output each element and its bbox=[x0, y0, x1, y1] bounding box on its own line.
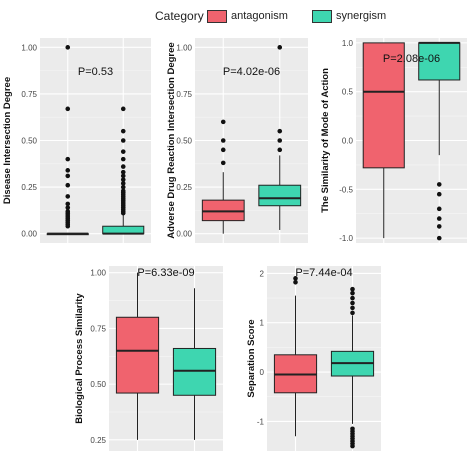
outlier-point bbox=[277, 138, 283, 143]
outlier-point bbox=[120, 106, 126, 112]
y-tick-label: 0.5 bbox=[342, 88, 354, 97]
outlier-point bbox=[120, 156, 126, 162]
chart-panel-3: -1.0 -0.5 0.0 0.5 1.0 P=2.08e-06 The Similarit… bbox=[320, 38, 467, 243]
y-axis-label: Disease Intersection Degree bbox=[2, 77, 13, 204]
y-tick-label: 0.75 bbox=[21, 90, 37, 99]
y-tick-label: 1.00 bbox=[176, 43, 192, 52]
outlier-point bbox=[436, 216, 442, 221]
outlier-point bbox=[120, 188, 126, 194]
y-tick-label: -1 bbox=[257, 417, 265, 426]
outlier-point bbox=[65, 106, 71, 112]
outlier-point bbox=[120, 184, 126, 190]
outlier-point bbox=[277, 128, 283, 134]
outlier-point bbox=[65, 201, 71, 207]
legend-title: Category bbox=[155, 9, 204, 23]
legend-label-antagonism: antagonism bbox=[231, 10, 288, 22]
box-synergism bbox=[258, 184, 302, 207]
outlier-point bbox=[120, 181, 126, 186]
chart-panel-2: 0.00 0.25 0.50 0.75 1.00 P=4.02e-06 Adverse Dr… bbox=[166, 38, 308, 243]
y-tick-label: 0.50 bbox=[21, 137, 37, 146]
y-tick-label: 0 bbox=[260, 368, 265, 377]
y-axis-label: The Similarity of Mode of Action bbox=[320, 68, 331, 213]
y-tick-label: 1.0 bbox=[342, 39, 354, 48]
legend: Category antagonism synergism bbox=[0, 6, 474, 28]
p-value-label: P=0.53 bbox=[78, 66, 113, 78]
y-tick-label: 2 bbox=[260, 269, 265, 278]
outlier-point bbox=[436, 235, 442, 241]
outlier-point bbox=[436, 191, 442, 197]
box-antagonism bbox=[115, 316, 160, 394]
outlier-point bbox=[293, 279, 298, 285]
y-axis-label: Adverse Drug Reaction Intersection Degre… bbox=[166, 42, 177, 238]
box-synergism bbox=[102, 225, 145, 235]
outlier-point bbox=[120, 128, 126, 134]
y-axis-label: Biological Process Similarity bbox=[74, 293, 85, 424]
outlier-point bbox=[65, 194, 71, 199]
chart-panel-4: 0.25 0.50 0.75 1.00 P=6.33e-09 Biological Pro… bbox=[74, 266, 223, 451]
outlier-point bbox=[220, 138, 226, 143]
y-tick-label: 1.00 bbox=[90, 269, 106, 278]
outlier-point bbox=[120, 138, 126, 143]
y-tick-label: -0.5 bbox=[339, 185, 353, 194]
p-value-label: P=4.02e-06 bbox=[223, 66, 280, 78]
outlier-point bbox=[350, 300, 355, 306]
p-value-label: P=7.44e-04 bbox=[295, 267, 352, 279]
outlier-point bbox=[65, 45, 71, 50]
legend-swatch-synergism bbox=[312, 10, 332, 23]
outlier-point bbox=[436, 224, 442, 229]
box-antagonism bbox=[362, 42, 405, 169]
box-synergism bbox=[418, 42, 461, 81]
y-axis-label: Separation Score bbox=[246, 319, 257, 397]
y-tick-label: 0.00 bbox=[21, 230, 37, 239]
legend-label-synergism: synergism bbox=[336, 10, 387, 22]
legend-swatch-antagonism bbox=[207, 10, 227, 23]
y-tick-label: 0.75 bbox=[90, 324, 106, 333]
outlier-point bbox=[120, 177, 126, 182]
p-value-label: P=6.33e-09 bbox=[137, 267, 194, 279]
outlier-point bbox=[65, 168, 71, 173]
y-tick-label: 0.50 bbox=[90, 380, 106, 389]
y-tick-label: 0.25 bbox=[176, 183, 192, 192]
y-tick-label: 0.0 bbox=[342, 137, 354, 146]
outlier-point bbox=[120, 149, 126, 154]
y-tick-label: 0.50 bbox=[176, 137, 192, 146]
outlier-point bbox=[436, 182, 442, 187]
outlier-point bbox=[120, 173, 126, 179]
outlier-point bbox=[65, 209, 71, 214]
y-tick-label: 0.25 bbox=[21, 183, 37, 192]
y-tick-label: 1.00 bbox=[21, 43, 37, 52]
outlier-point bbox=[293, 276, 298, 281]
y-tick-label: 0.25 bbox=[90, 436, 106, 445]
p-value-label: P=2.08e-06 bbox=[383, 53, 440, 65]
outlier-point bbox=[277, 147, 283, 153]
y-tick-label: 0.75 bbox=[176, 90, 192, 99]
outlier-point bbox=[350, 443, 355, 449]
outlier-point bbox=[350, 286, 355, 292]
chart-panel-1: 0.00 0.25 0.50 0.75 1.00 P=0.53 Disease Inters… bbox=[2, 38, 151, 243]
outlier-point bbox=[220, 119, 226, 125]
outlier-point bbox=[220, 160, 226, 166]
outlier-point bbox=[350, 290, 355, 296]
outlier-point bbox=[65, 182, 71, 188]
y-tick-label: -1.0 bbox=[339, 234, 353, 243]
outlier-point bbox=[65, 205, 71, 210]
outlier-point bbox=[350, 305, 355, 311]
outlier-point bbox=[277, 45, 283, 50]
outlier-point bbox=[350, 295, 355, 301]
y-tick-label: 0.00 bbox=[176, 230, 192, 239]
outlier-point bbox=[350, 310, 355, 316]
outlier-point bbox=[436, 206, 442, 212]
outlier-point bbox=[120, 164, 126, 169]
chart-panel-5: -1 0 1 2 P=7.44e-04 Separation Score bbox=[246, 266, 381, 451]
box-synergism bbox=[172, 347, 217, 396]
outlier-point bbox=[220, 147, 226, 153]
outlier-point bbox=[65, 173, 71, 179]
outlier-point bbox=[120, 169, 126, 175]
y-tick-label: 1 bbox=[260, 319, 265, 328]
outlier-point bbox=[65, 156, 71, 162]
